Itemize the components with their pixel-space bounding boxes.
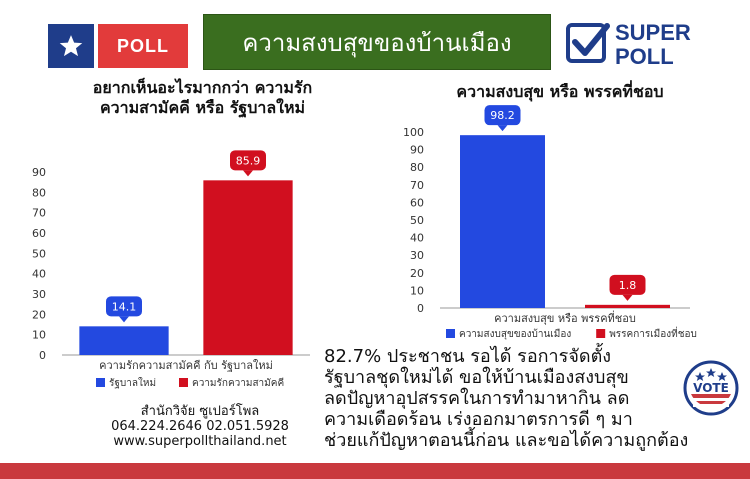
superpoll-logo: SUPER POLL (565, 18, 705, 70)
y-tick-label: 10 (410, 284, 424, 297)
chart-right-title-text: ความสงบสุข หรือ พรรคที่ชอบ (456, 82, 664, 101)
chart-left-title: อยากเห็นอะไรมากกว่า ความรักความสามัคคี ห… (80, 78, 325, 118)
y-tick-label: 60 (32, 227, 46, 240)
y-tick-label: 80 (410, 161, 424, 174)
data-label: 98.2 (484, 105, 521, 132)
y-tick-label: 60 (410, 196, 424, 209)
data-label-pointer (119, 316, 129, 323)
y-tick-label: 10 (32, 329, 46, 342)
legend-label: พรรคการเมืองที่ชอบ (609, 326, 697, 340)
y-tick-label: 0 (417, 302, 424, 315)
summary-line-1: 82.7% ประชาชน รอได้ รอการจัดตั้ง (324, 346, 612, 367)
summary-line-2: รัฐบาลชุดใหม่ได้ ขอให้บ้านเมืองสงบสุข (324, 367, 629, 388)
bar (79, 326, 169, 355)
bar (585, 304, 670, 308)
data-label-pointer (497, 125, 508, 132)
legend-label: ความรักความสามัคคี (192, 377, 284, 389)
data-label-pointer (622, 294, 633, 301)
data-label-bubble (484, 105, 521, 126)
summary-line-5: ช่วยแก้ปัญหาตอนนี้ก่อน และขอได้ความถูกต้… (324, 430, 689, 451)
legend-swatch (596, 329, 606, 338)
summary-line-4: ความเดือดร้อน เร่งออกมาตรการดี ๆ มา (324, 409, 633, 430)
checkmark-icon (566, 23, 610, 63)
source-line-2: 064.224.2646 02.051.5928 (111, 419, 289, 434)
x-axis-label: ความรักความสามัคคี กับ รัฐบาลใหม่ (99, 359, 273, 372)
bar (460, 135, 545, 308)
chart-left-title-text: อยากเห็นอะไรมากกว่า ความรักความสามัคคี ห… (92, 78, 313, 117)
data-label-text: 1.8 (619, 279, 637, 292)
y-tick-label: 70 (32, 207, 46, 220)
legend-swatch (179, 378, 188, 387)
y-tick-label: 90 (32, 166, 46, 179)
chart-left: 0 10 20 30 40 50 60 70 80 90 14.1 85.9 ความรักความสา… (32, 150, 310, 389)
data-label: 1.8 (609, 274, 646, 301)
data-label-pointer (243, 170, 253, 177)
y-tick-label: 0 (39, 349, 46, 362)
y-tick-label: 30 (410, 249, 424, 262)
star-icon (48, 24, 94, 68)
data-label-bubble (609, 274, 646, 295)
y-tick-label: 100 (403, 126, 424, 139)
y-tick-label: 80 (32, 186, 46, 199)
legend-swatch (446, 329, 455, 338)
data-label-text: 14.1 (112, 300, 137, 313)
chart-right-title: ความสงบสุข หรือ พรรคที่ชอบ (400, 82, 720, 102)
y-tick-label: 40 (32, 268, 46, 281)
y-tick-label: 90 (410, 144, 424, 157)
data-label: 85.9 (230, 150, 266, 177)
chart-right: 0 10 20 30 40 50 60 70 80 90 100 98.2 1.8 ความสงบสุข … (403, 105, 697, 340)
vote-badge-icon: VOTE (683, 360, 739, 416)
x-axis-label: ความสงบสุข หรือ พรรคที่ชอบ (494, 310, 636, 325)
poll-logo-text: POLL (98, 24, 188, 68)
source-line-3: www.superpollthailand.net (113, 434, 287, 449)
data-label-text: 98.2 (490, 109, 515, 122)
source-credit: สำนักวิจัย ซูเปอร์โพล 064.224.2646 02.05… (100, 404, 300, 449)
superpoll-logo-line1: SUPER (615, 20, 691, 45)
legend-label: ความสงบสุขของบ้านเมือง (459, 328, 571, 340)
data-label-bubble (106, 296, 142, 317)
footer-bar (0, 463, 750, 479)
y-tick-label: 70 (410, 179, 424, 192)
superpoll-logo-line2: POLL (615, 44, 674, 69)
data-label: 14.1 (106, 296, 142, 323)
bar (203, 180, 293, 355)
y-tick-label: 30 (32, 288, 46, 301)
data-label-bubble (230, 150, 266, 171)
vote-badge-text: VOTE (693, 381, 729, 395)
page-title: ความสงบสุขของบ้านเมือง (203, 14, 551, 70)
y-tick-label: 20 (410, 267, 424, 280)
summary-text: 82.7% ประชาชน รอได้ รอการจัดตั้ง รัฐบาลช… (324, 346, 744, 451)
y-tick-label: 50 (410, 214, 424, 227)
y-tick-label: 40 (410, 232, 424, 245)
poll-logo: POLL (48, 24, 188, 68)
y-tick-label: 20 (32, 308, 46, 321)
legend-swatch (96, 378, 105, 387)
summary-line-3: ลดปัญหาอุปสรรคในการทำมาหากิน ลด (324, 388, 630, 409)
source-line-1: สำนักวิจัย ซูเปอร์โพล (140, 404, 260, 419)
y-tick-label: 50 (32, 247, 46, 260)
data-label-text: 85.9 (236, 154, 261, 167)
legend-label: รัฐบาลใหม่ (109, 377, 156, 389)
